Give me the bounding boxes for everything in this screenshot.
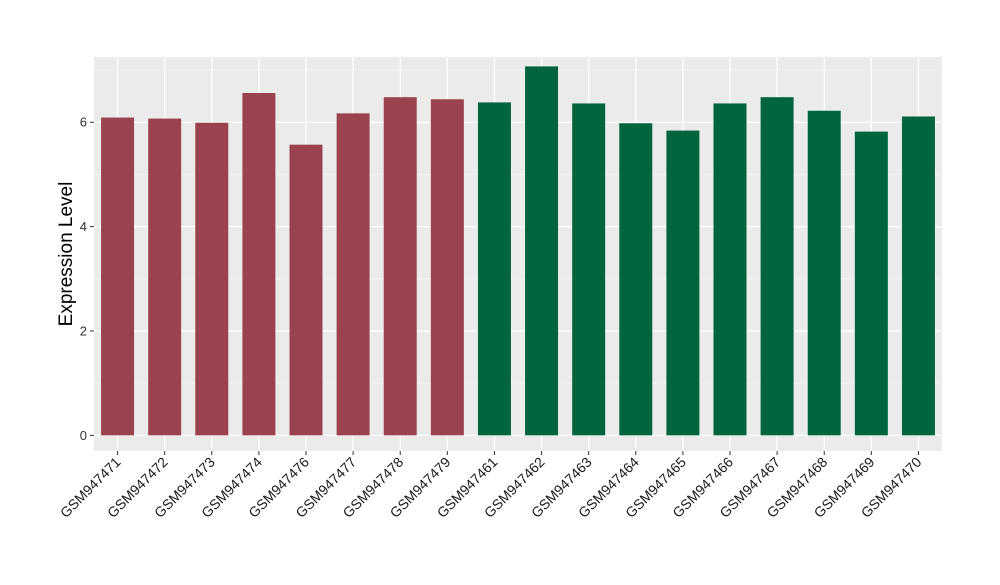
y-axis: 0 2 4 6 (80, 115, 94, 443)
bar-gsm947463 (572, 103, 606, 436)
bar-gsm947462 (525, 66, 559, 436)
bar-gsm947470 (901, 116, 935, 436)
bar-gsm947479 (430, 99, 464, 436)
y-tick-label: 0 (80, 428, 87, 443)
bar-gsm947472 (148, 118, 182, 436)
y-tick-label: 4 (80, 219, 87, 234)
bar-gsm947461 (477, 102, 511, 436)
x-axis: GSM947471GSM947472GSM947473GSM947474GSM9… (57, 451, 925, 521)
y-axis-title: Expression Level (56, 182, 77, 327)
y-tick-label: 6 (80, 115, 87, 130)
bar-gsm947469 (854, 131, 888, 436)
bar-gsm947465 (666, 130, 700, 436)
bar-gsm947473 (195, 122, 229, 436)
bar-gsm947464 (619, 123, 653, 436)
bar-gsm947468 (807, 110, 841, 436)
bar-gsm947476 (289, 144, 323, 436)
bar-gsm947474 (242, 93, 276, 436)
y-tick-label: 2 (80, 323, 87, 338)
bar-gsm947477 (336, 113, 370, 436)
bars (101, 66, 935, 436)
bar-gsm947471 (101, 117, 135, 436)
bar-gsm947467 (760, 97, 794, 436)
bar-gsm947478 (383, 97, 417, 436)
bar-gsm947466 (713, 103, 747, 436)
